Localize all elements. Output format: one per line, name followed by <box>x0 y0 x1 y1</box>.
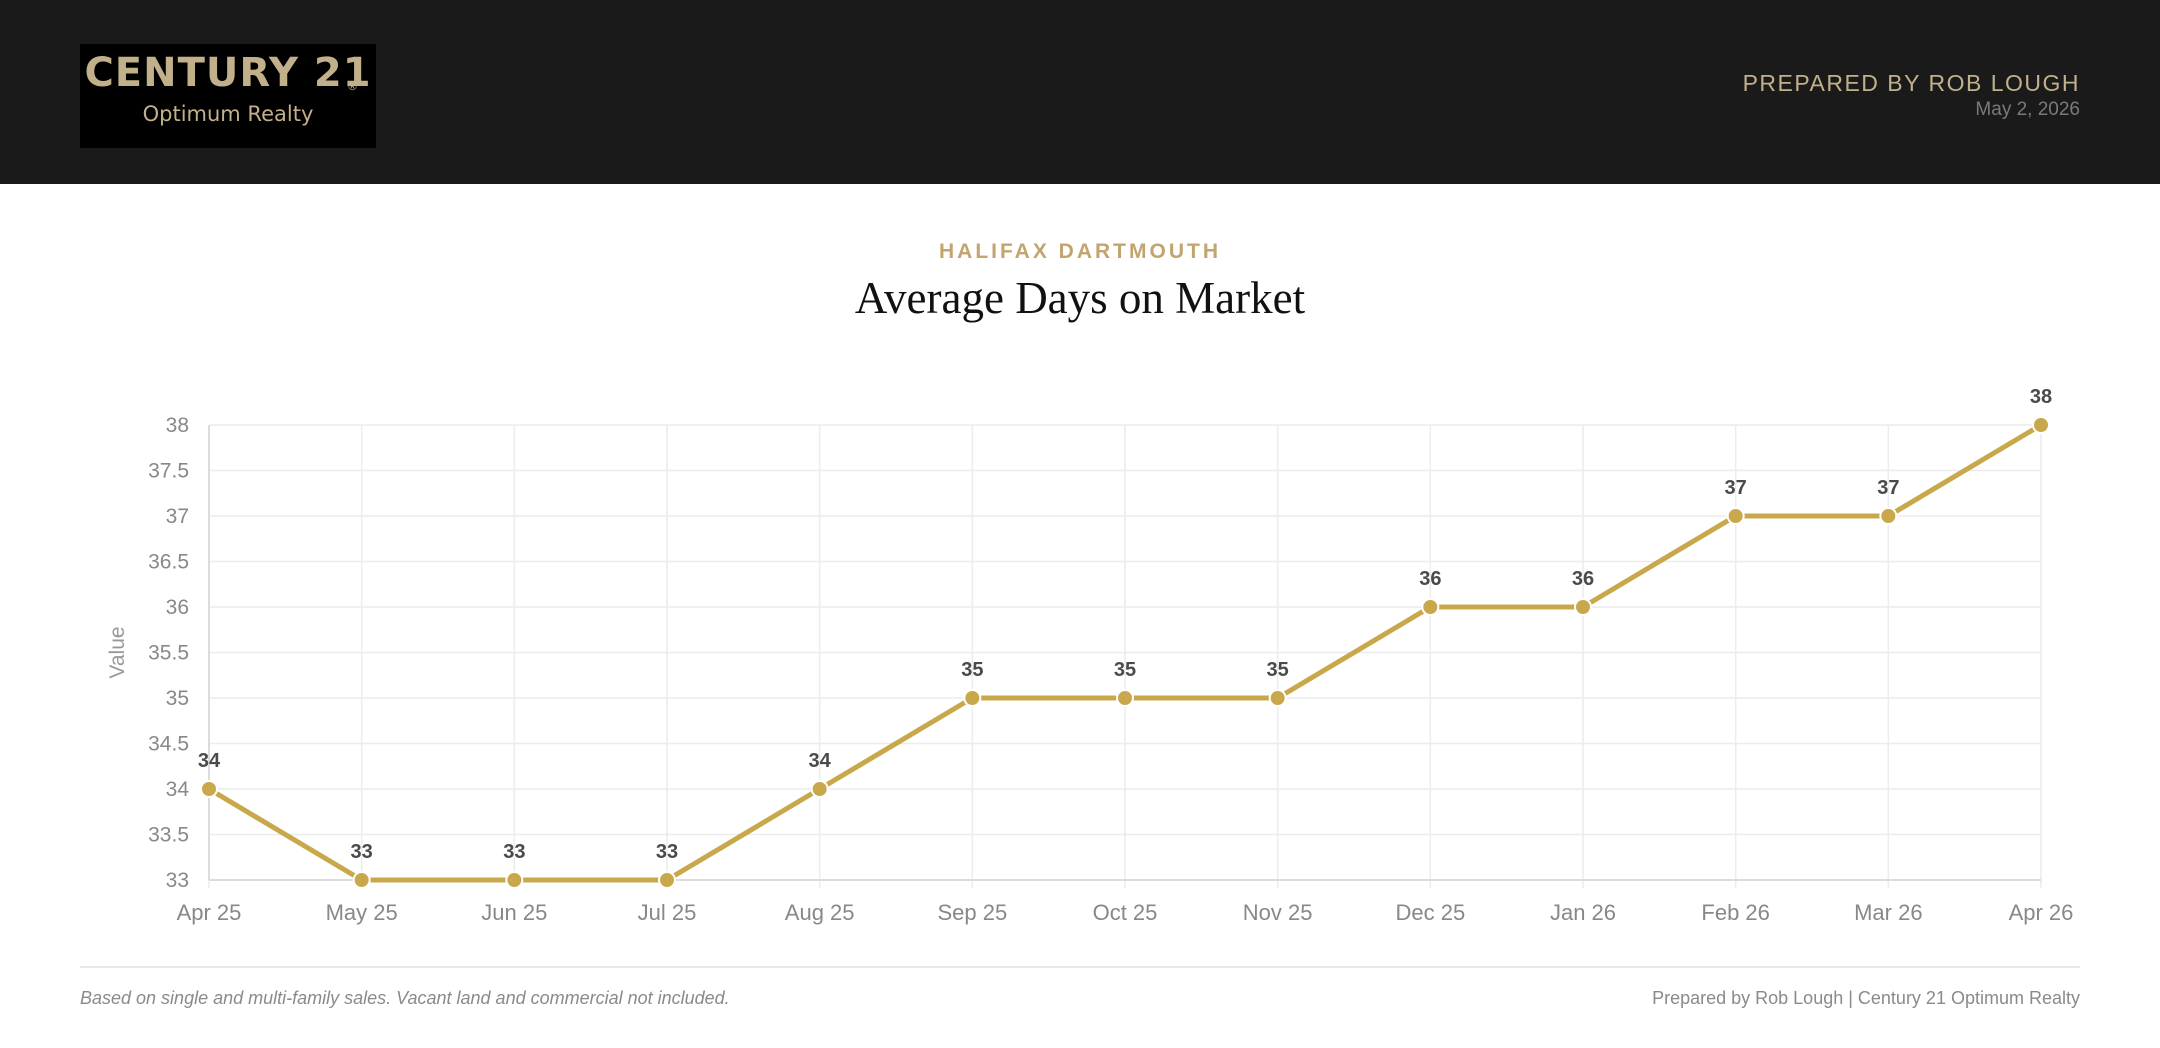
y-tick-label: 35.5 <box>148 642 189 665</box>
y-tick-label: 34.5 <box>148 733 189 756</box>
y-tick-label: 35 <box>166 687 189 710</box>
report-date: May 2, 2026 <box>1975 99 2080 120</box>
logo-wordmark: CENTURY 21 <box>84 50 372 96</box>
chart-title: Average Days on Market <box>854 273 1306 323</box>
report-header: CENTURY 21 ® Optimum Realty PREPARED BY … <box>0 0 2160 184</box>
data-label: 37 <box>1725 477 1747 499</box>
data-label: 35 <box>1267 659 1289 681</box>
y-tick-label: 33 <box>166 869 189 892</box>
x-tick-label: Nov 25 <box>1243 900 1313 925</box>
data-label: 33 <box>656 841 678 863</box>
data-point <box>963 689 982 707</box>
data-label: 38 <box>2030 386 2052 408</box>
data-point <box>1879 507 1898 525</box>
x-tick-label: Mar 26 <box>1854 900 1922 925</box>
x-tick-label: Apr 25 <box>177 900 242 925</box>
y-tick-label: 36.5 <box>148 551 189 574</box>
data-point <box>1574 598 1592 616</box>
data-point <box>1726 507 1745 525</box>
y-axis-title: Value <box>106 626 129 678</box>
data-label: 34 <box>809 750 832 772</box>
x-tick-label: Jan 26 <box>1550 900 1616 925</box>
y-tick-label: 38 <box>166 414 189 437</box>
century21-logo: CENTURY 21 ® Optimum Realty <box>80 44 376 148</box>
x-tick-label: Jul 25 <box>638 900 697 925</box>
footnote: Based on single and multi-family sales. … <box>80 988 730 1008</box>
x-tick-label: Apr 26 <box>2009 900 2074 925</box>
data-point <box>810 780 829 798</box>
logo-office-name: Optimum Realty <box>142 102 314 126</box>
data-point <box>352 871 371 889</box>
data-label: 37 <box>1877 477 1899 499</box>
line-chart: 33 33.5 34 34.5 35 35.5 36 36.5 37 37.5 38 Apr 25 Ma… <box>106 386 2074 925</box>
region-label: HALIFAX DARTMOUTH <box>939 240 1221 263</box>
x-tick-label: May 25 <box>326 900 398 925</box>
data-label: 33 <box>351 841 373 863</box>
data-point <box>200 780 218 798</box>
data-label: 36 <box>1572 568 1594 590</box>
y-tick-label: 36 <box>166 596 189 619</box>
x-tick-label: Dec 25 <box>1395 900 1465 925</box>
data-label: 36 <box>1419 568 1441 590</box>
data-point <box>505 871 524 889</box>
footer-credit: Prepared by Rob Lough | Century 21 Optim… <box>1652 988 2080 1008</box>
data-label: 35 <box>1114 659 1136 681</box>
data-point <box>2032 416 2050 434</box>
footer-divider <box>80 966 2080 968</box>
x-tick-label: Oct 25 <box>1093 900 1158 925</box>
prepared-by: PREPARED BY ROB LOUGH <box>1742 70 2080 96</box>
registered-mark: ® <box>347 80 358 93</box>
x-tick-label: Feb 26 <box>1701 900 1770 925</box>
y-tick-label: 33.5 <box>148 824 189 847</box>
data-label: 33 <box>503 841 525 863</box>
y-tick-label: 37.5 <box>148 460 189 483</box>
x-tick-label: Aug 25 <box>785 900 855 925</box>
x-tick-label: Jun 25 <box>481 900 547 925</box>
data-label: 34 <box>198 750 221 772</box>
data-label: 35 <box>961 659 983 681</box>
data-point <box>1421 598 1440 616</box>
x-tick-label: Sep 25 <box>937 900 1007 925</box>
data-point <box>1116 689 1134 707</box>
y-tick-label: 37 <box>166 505 189 528</box>
y-tick-label: 34 <box>166 778 190 801</box>
data-point <box>658 871 676 889</box>
data-point <box>1268 689 1287 707</box>
